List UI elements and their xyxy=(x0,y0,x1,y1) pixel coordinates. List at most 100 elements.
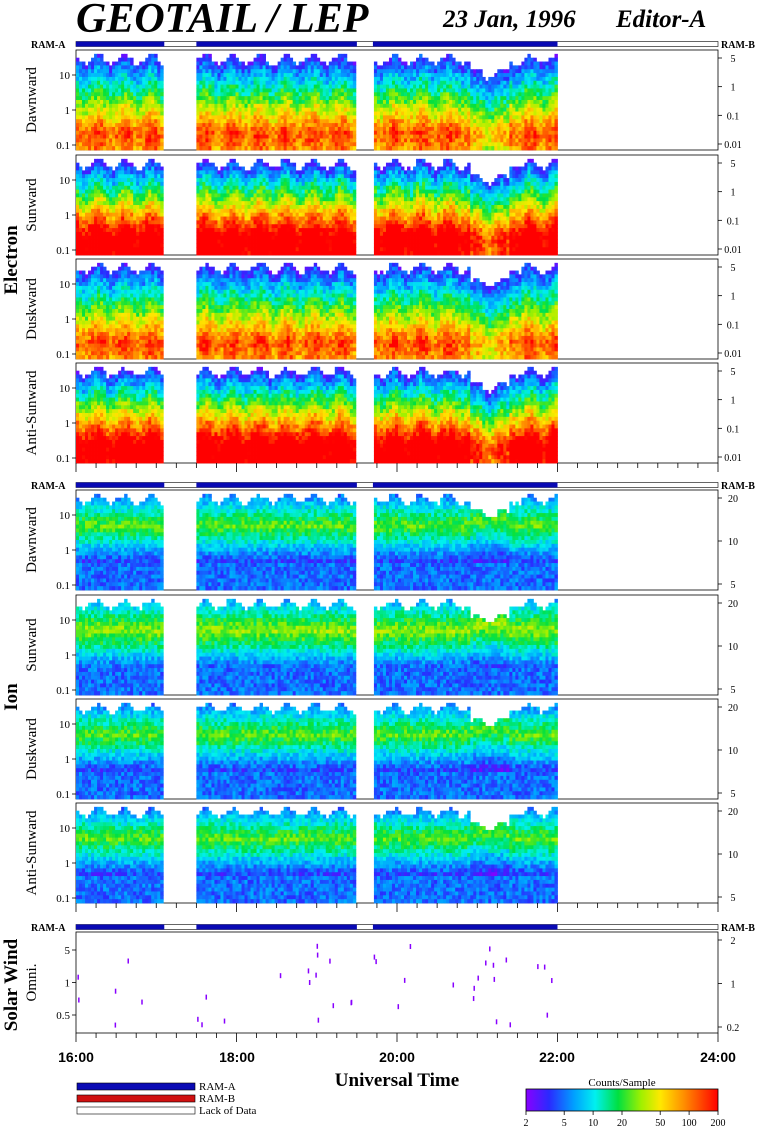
spectrogram-cell xyxy=(136,107,140,112)
spectrogram-cell xyxy=(223,243,227,248)
spectrogram-cell xyxy=(232,103,236,109)
spectrogram-cell xyxy=(145,231,149,237)
spectrogram-cell xyxy=(274,111,279,116)
spectrogram-cell xyxy=(410,73,414,78)
spectrogram-cell xyxy=(488,126,492,132)
spectrogram-cell xyxy=(283,239,288,244)
spectrogram-cell xyxy=(196,220,200,225)
spectrogram-cell xyxy=(343,146,348,151)
spectrogram-cell xyxy=(310,92,315,97)
spectrogram-cell xyxy=(437,115,441,120)
spectrogram-cell xyxy=(148,174,152,179)
spectrogram-cell xyxy=(280,181,285,187)
spectrogram-cell xyxy=(148,170,152,175)
spectrogram-cell xyxy=(208,65,212,70)
spectrogram-cell xyxy=(226,123,230,128)
spectrogram-cell xyxy=(196,212,200,217)
spectrogram-cell xyxy=(241,208,245,214)
spectrogram-cell xyxy=(271,235,276,241)
spectrogram-cell xyxy=(461,69,465,74)
spectrogram-cell xyxy=(328,88,333,93)
spectrogram-cell xyxy=(88,201,92,206)
spectrogram-cell xyxy=(473,115,477,120)
spectrogram-cell xyxy=(491,126,495,132)
spectrogram-cell xyxy=(506,103,510,109)
spectrogram-cell xyxy=(503,138,507,143)
spectrogram-cell xyxy=(256,88,260,93)
spectrogram-cell xyxy=(136,224,140,229)
spectrogram-cell xyxy=(536,61,540,66)
spectrogram-cell xyxy=(256,231,260,237)
spectrogram-cell xyxy=(485,107,489,112)
spectrogram-cell xyxy=(422,111,426,116)
spectrogram-cell xyxy=(229,76,233,82)
spectrogram-cell xyxy=(307,134,312,139)
spectrogram-cell xyxy=(304,142,309,147)
spectrogram-cell xyxy=(217,96,221,101)
spectrogram-cell xyxy=(479,138,483,143)
spectrogram-cell xyxy=(298,84,303,89)
spectrogram-cell xyxy=(145,193,149,198)
spectrogram-cell xyxy=(428,142,432,147)
spectrogram-cell xyxy=(100,92,104,97)
spectrogram-cell xyxy=(238,185,242,191)
spectrogram-cell xyxy=(313,212,318,217)
spectrogram-cell xyxy=(208,181,212,187)
spectrogram-cell xyxy=(533,73,537,78)
spectrogram-cell xyxy=(509,119,513,124)
spectrogram-cell xyxy=(503,103,507,109)
spectrogram-cell xyxy=(151,181,155,187)
spectrogram-cell xyxy=(214,251,218,256)
spectrogram-cell xyxy=(283,69,288,74)
spectrogram-cell xyxy=(250,69,254,74)
spectrogram-cell xyxy=(148,84,152,89)
spectrogram-cell xyxy=(313,84,318,89)
spectrogram-cell xyxy=(328,69,333,74)
spectrogram-cell xyxy=(319,134,324,139)
spectrogram-cell xyxy=(449,100,453,105)
spectrogram-cell xyxy=(154,235,158,241)
spectrogram-cell xyxy=(316,126,321,132)
spectrogram-cell xyxy=(337,88,342,93)
spectrogram-cell xyxy=(476,100,480,105)
spectrogram-cell xyxy=(118,166,122,171)
spectrogram-cell xyxy=(322,80,327,86)
spectrogram-cell xyxy=(289,205,294,210)
spectrogram-cell xyxy=(145,208,149,214)
spectrogram-cell xyxy=(136,251,140,256)
spectrogram-cell xyxy=(250,107,254,112)
spectrogram-cell xyxy=(85,142,89,147)
spectrogram-cell xyxy=(413,134,417,139)
spectrogram-cell xyxy=(136,208,140,214)
spectrogram-cell xyxy=(106,185,110,191)
spectrogram-cell xyxy=(277,212,282,217)
spectrogram-cell xyxy=(235,61,239,66)
spectrogram-cell xyxy=(223,208,227,214)
spectrogram-cell xyxy=(548,61,552,66)
spectrogram-cell xyxy=(271,100,276,105)
spectrogram-cell xyxy=(461,134,465,139)
spectrogram-cell xyxy=(229,80,233,86)
spectrogram-cell xyxy=(506,130,510,136)
spectrogram-cell xyxy=(286,123,291,128)
spectrogram-cell xyxy=(268,130,273,136)
spectrogram-cell xyxy=(145,126,149,132)
spectrogram-cell xyxy=(449,73,453,78)
spectrogram-cell xyxy=(316,80,321,86)
spectrogram-cell xyxy=(154,96,158,101)
spectrogram-cell xyxy=(211,224,215,229)
spectrogram-cell xyxy=(422,88,426,93)
spectrogram-cell xyxy=(271,205,276,210)
spectrogram-cell xyxy=(470,103,474,109)
spectrogram-cell xyxy=(391,100,396,105)
spectrogram-cell xyxy=(467,65,471,70)
spectrogram-cell xyxy=(527,134,531,139)
spectrogram-cell xyxy=(440,61,444,66)
spectrogram-cell xyxy=(413,111,417,116)
spectrogram-cell xyxy=(109,115,113,120)
spectrogram-cell xyxy=(196,73,200,78)
spectrogram-cell xyxy=(401,134,405,139)
spectrogram-cell xyxy=(337,61,342,66)
spectrogram-cell xyxy=(491,123,495,128)
spectrogram-cell xyxy=(148,205,152,210)
